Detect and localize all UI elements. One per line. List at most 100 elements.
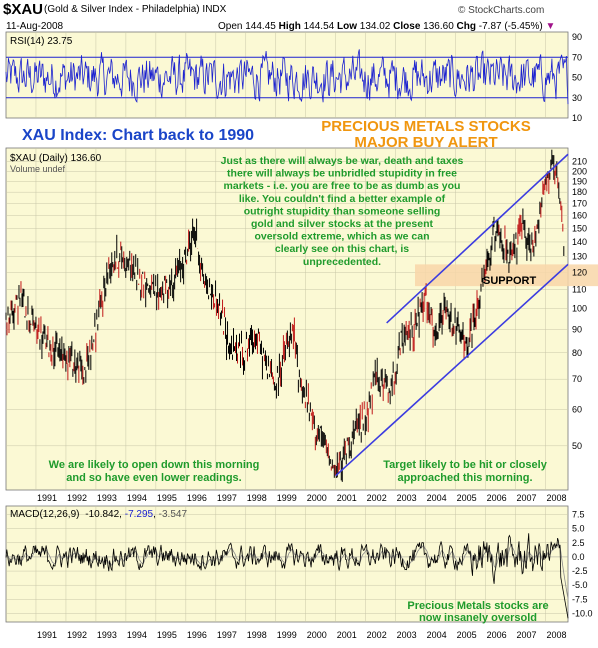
chart-title: XAU Index: Chart back to 1990: [22, 127, 254, 144]
year-label: 2006: [487, 493, 507, 503]
quote-line: Just as there will always be war, death …: [221, 155, 464, 167]
open-label: Open: [218, 21, 243, 32]
low-label: Low: [337, 21, 357, 32]
macd-value: -10.842: [85, 509, 119, 520]
target-line-1: Target likely to be hit or closely: [383, 459, 548, 471]
price-tick-label: 210: [572, 157, 587, 167]
quote-line: gold and silver stocks at the present: [251, 218, 434, 230]
price-tick-label: 100: [572, 304, 587, 314]
year-label: 2003: [397, 493, 417, 503]
quote-line: markets - i.e. you are free to be as dum…: [224, 180, 461, 192]
year-label: 2001: [337, 630, 357, 640]
high-label: High: [278, 21, 301, 32]
price-tick-label: 180: [572, 187, 587, 197]
open-down-line-1: We are likely to open down this morning: [49, 459, 260, 471]
price-tick-label: 60: [572, 405, 582, 415]
macd-tick-label: 0.0: [572, 552, 585, 562]
volume-label: Volume undef: [10, 164, 66, 174]
alert-line-1: PRECIOUS METALS STOCKS: [321, 118, 530, 135]
open-value: 144.45: [245, 21, 276, 32]
high-value: 144.54: [303, 21, 335, 32]
macd-signal-value: -7.295: [125, 509, 154, 520]
macd-tick-label: -10.0: [572, 609, 593, 619]
oversold-line-2: now insanely oversold: [419, 612, 537, 624]
support-label: SUPPORT: [483, 275, 536, 287]
oversold-line-1: Precious Metals stocks are: [407, 600, 548, 612]
year-label: 2000: [307, 493, 327, 503]
open-down-line-2: and so have even lower readings.: [66, 472, 241, 484]
year-label: 2000: [307, 630, 327, 640]
year-label: 1996: [187, 630, 207, 640]
macd-line: [5, 533, 569, 619]
rsi-label: RSI(14) 23.75: [10, 36, 73, 47]
year-label: 2005: [457, 493, 477, 503]
year-label: 1997: [217, 630, 237, 640]
price-tick-label: 190: [572, 176, 587, 186]
year-label: 1997: [217, 493, 237, 503]
price-tick-label: 70: [572, 374, 582, 384]
target-line-2: approached this morning.: [397, 472, 532, 484]
year-label: 1993: [97, 630, 117, 640]
year-label: 1995: [157, 630, 177, 640]
chg-value: -7.87 (-5.45%): [478, 21, 543, 32]
year-label: 2002: [367, 630, 387, 640]
year-label: 2008: [547, 630, 567, 640]
brand-logo: © StockCharts.com: [458, 5, 545, 16]
alert-line-2: MAJOR BUY ALERT: [354, 134, 497, 151]
year-label: 1991: [37, 630, 57, 640]
year-label: 2004: [427, 493, 447, 503]
year-label: 2005: [457, 630, 477, 640]
year-label: 1993: [97, 493, 117, 503]
quote-line: oversold extreme, which as we can: [254, 231, 429, 243]
year-label: 2008: [547, 493, 567, 503]
price-label: $XAU (Daily) 136.60: [10, 153, 102, 164]
chg-label: Chg: [456, 21, 476, 32]
rsi-tick-label: 50: [572, 73, 582, 83]
rsi-tick-label: 90: [572, 32, 582, 42]
year-label: 2007: [517, 630, 537, 640]
macd-tick-label: 7.5: [572, 509, 585, 519]
macd-comma-1: ,: [119, 509, 125, 520]
macd-comma-2: ,: [153, 509, 159, 520]
rsi-line: [5, 49, 569, 105]
year-label: 1996: [187, 493, 207, 503]
macd-label: MACD(12,26,9): [10, 509, 79, 520]
price-tick-label: 110: [572, 285, 586, 295]
price-tick-label: 90: [572, 324, 582, 334]
price-panel: 50 60 70 80 90 100 110 120 130 140 150 160 170 180190…: [5, 147, 598, 491]
annotations: XAU Index: Chart back to 1990 PRECIOUS M…: [22, 118, 549, 624]
close-value: 136.60: [423, 21, 454, 32]
trendline-1: [335, 263, 569, 477]
price-tick-label: 50: [572, 441, 582, 451]
low-value: 134.02: [359, 21, 391, 32]
quote-line: clearly see on this chart, is: [275, 243, 409, 255]
price-tick-label: 80: [572, 348, 582, 358]
close-label: Close: [393, 21, 421, 32]
rsi-tick-label: 30: [572, 93, 582, 103]
exchange: INDX: [202, 4, 227, 15]
year-label: 2001: [337, 493, 357, 503]
year-label: 1991: [37, 493, 57, 503]
year-label: 1992: [67, 630, 87, 640]
year-label: 1995: [157, 493, 177, 503]
macd-tick-label: -2.5: [572, 566, 588, 576]
trendline-2: [386, 153, 569, 324]
macd-tick-label: 2.5: [572, 538, 585, 548]
macd-tick-label: 5.0: [572, 524, 585, 534]
year-label: 1994: [127, 630, 147, 640]
quote-line: outright stupidity than someone selling: [244, 205, 441, 217]
macd-tick-label: -7.5: [572, 594, 588, 604]
price-tick-label: 130: [572, 252, 587, 262]
price-tick-label: 170: [572, 199, 587, 209]
index-name: (Gold & Silver Index - Philadelphia) IND…: [44, 4, 226, 15]
year-label: 1998: [247, 630, 267, 640]
rsi-panel: 10 30 50 70 90 RSI(14) 23.75: [5, 31, 582, 123]
quote-block: Just as there will always be war, death …: [221, 155, 464, 268]
year-label: 1999: [277, 630, 297, 640]
x-axis-middle: 1991 1992 1993 1994 1995 1996 1997 1998 1999 2000…: [37, 493, 567, 503]
year-label: 2006: [487, 630, 507, 640]
price-tick-label: 140: [572, 237, 587, 247]
down-arrow-icon: ▼: [545, 21, 556, 32]
quote-line: unprecedented.: [303, 256, 381, 268]
